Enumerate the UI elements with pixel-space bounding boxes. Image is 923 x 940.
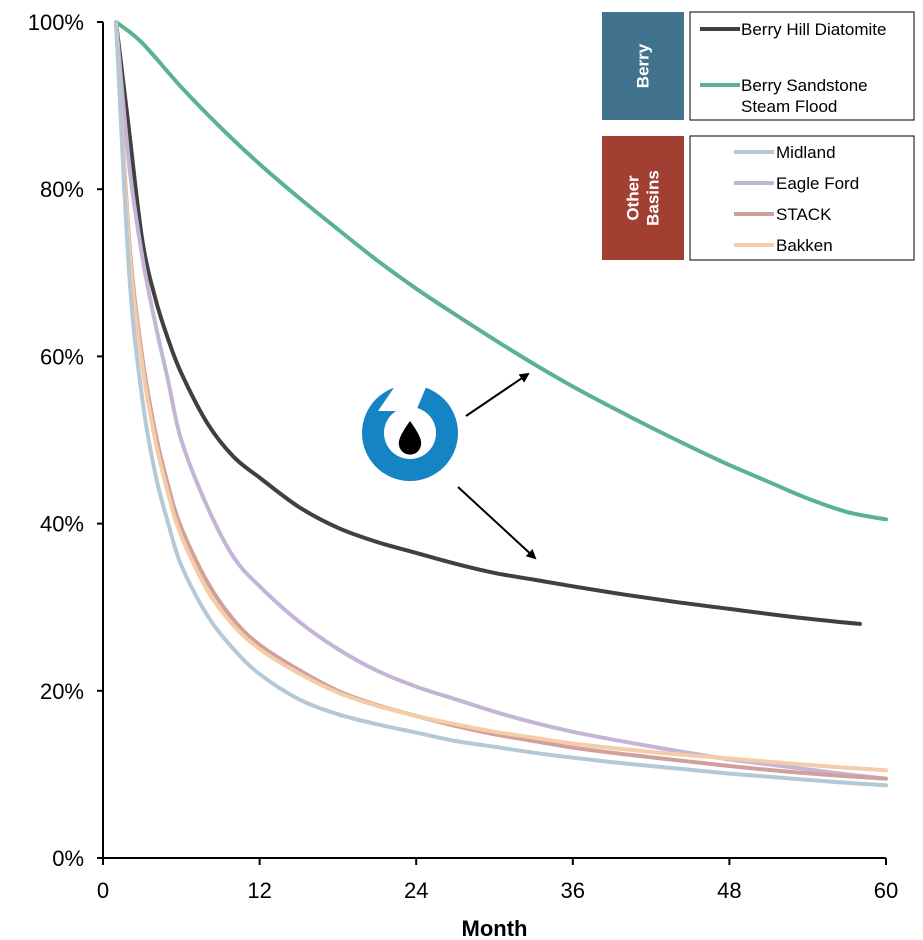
x-tick-label: 24 bbox=[404, 878, 428, 903]
legend-group-label-other-basins: Basins bbox=[644, 170, 663, 226]
y-tick-label: 40% bbox=[40, 512, 84, 537]
berry-logo-notch bbox=[378, 373, 432, 411]
x-tick-label: 36 bbox=[561, 878, 585, 903]
series-line-midland bbox=[114, 20, 888, 788]
x-tick-label: 60 bbox=[874, 878, 898, 903]
y-tick-label: 0% bbox=[52, 846, 84, 871]
legend-group-label-other-basins: Other bbox=[624, 175, 643, 221]
series-line-berry-sandstone-steam-flood bbox=[114, 20, 888, 522]
y-tick-label: 80% bbox=[40, 177, 84, 202]
arrow-up-icon bbox=[465, 372, 530, 417]
legend-label-berry-sandstone-steam-flood: Berry Sandstone bbox=[741, 76, 868, 95]
legend-label-berry-sandstone-steam-flood-line2: Steam Flood bbox=[741, 97, 837, 116]
logo-layer bbox=[362, 372, 537, 560]
legend-label-stack: STACK bbox=[776, 205, 832, 224]
series-layer bbox=[114, 20, 888, 788]
oil-drop-icon bbox=[398, 421, 422, 455]
axes: 0% 20% 40% 60% 80% 100% 0 12 24 36 48 60 Month bbox=[28, 10, 899, 940]
legend-label-midland: Midland bbox=[776, 143, 836, 162]
legend-label-berry-hill-diatomite: Berry Hill Diatomite bbox=[741, 20, 886, 39]
y-tick-label: 20% bbox=[40, 679, 84, 704]
y-tick-label: 60% bbox=[40, 344, 84, 369]
legend: Berry Berry Hill Diatomite Berry Sandstone… bbox=[602, 11, 915, 261]
arrow-down-icon bbox=[457, 486, 537, 560]
x-axis-title: Month bbox=[462, 916, 528, 940]
legend-group-box-other-basins bbox=[602, 136, 684, 260]
series-line-bakken bbox=[114, 20, 888, 773]
legend-box-other-basins bbox=[689, 135, 915, 261]
series-line-berry-hill-diatomite bbox=[114, 20, 862, 626]
y-tick-label: 100% bbox=[28, 10, 84, 35]
series-line-eagle-ford bbox=[114, 20, 888, 781]
legend-label-bakken: Bakken bbox=[776, 236, 833, 255]
x-tick-label: 12 bbox=[247, 878, 271, 903]
legend-label-eagle-ford: Eagle Ford bbox=[776, 174, 859, 193]
legend-group-box-berry bbox=[602, 12, 684, 120]
berry-logo-icon bbox=[362, 373, 458, 481]
legend-group-label-berry: Berry bbox=[634, 43, 653, 88]
x-tick-label: 48 bbox=[717, 878, 741, 903]
x-tick-label: 0 bbox=[97, 878, 109, 903]
